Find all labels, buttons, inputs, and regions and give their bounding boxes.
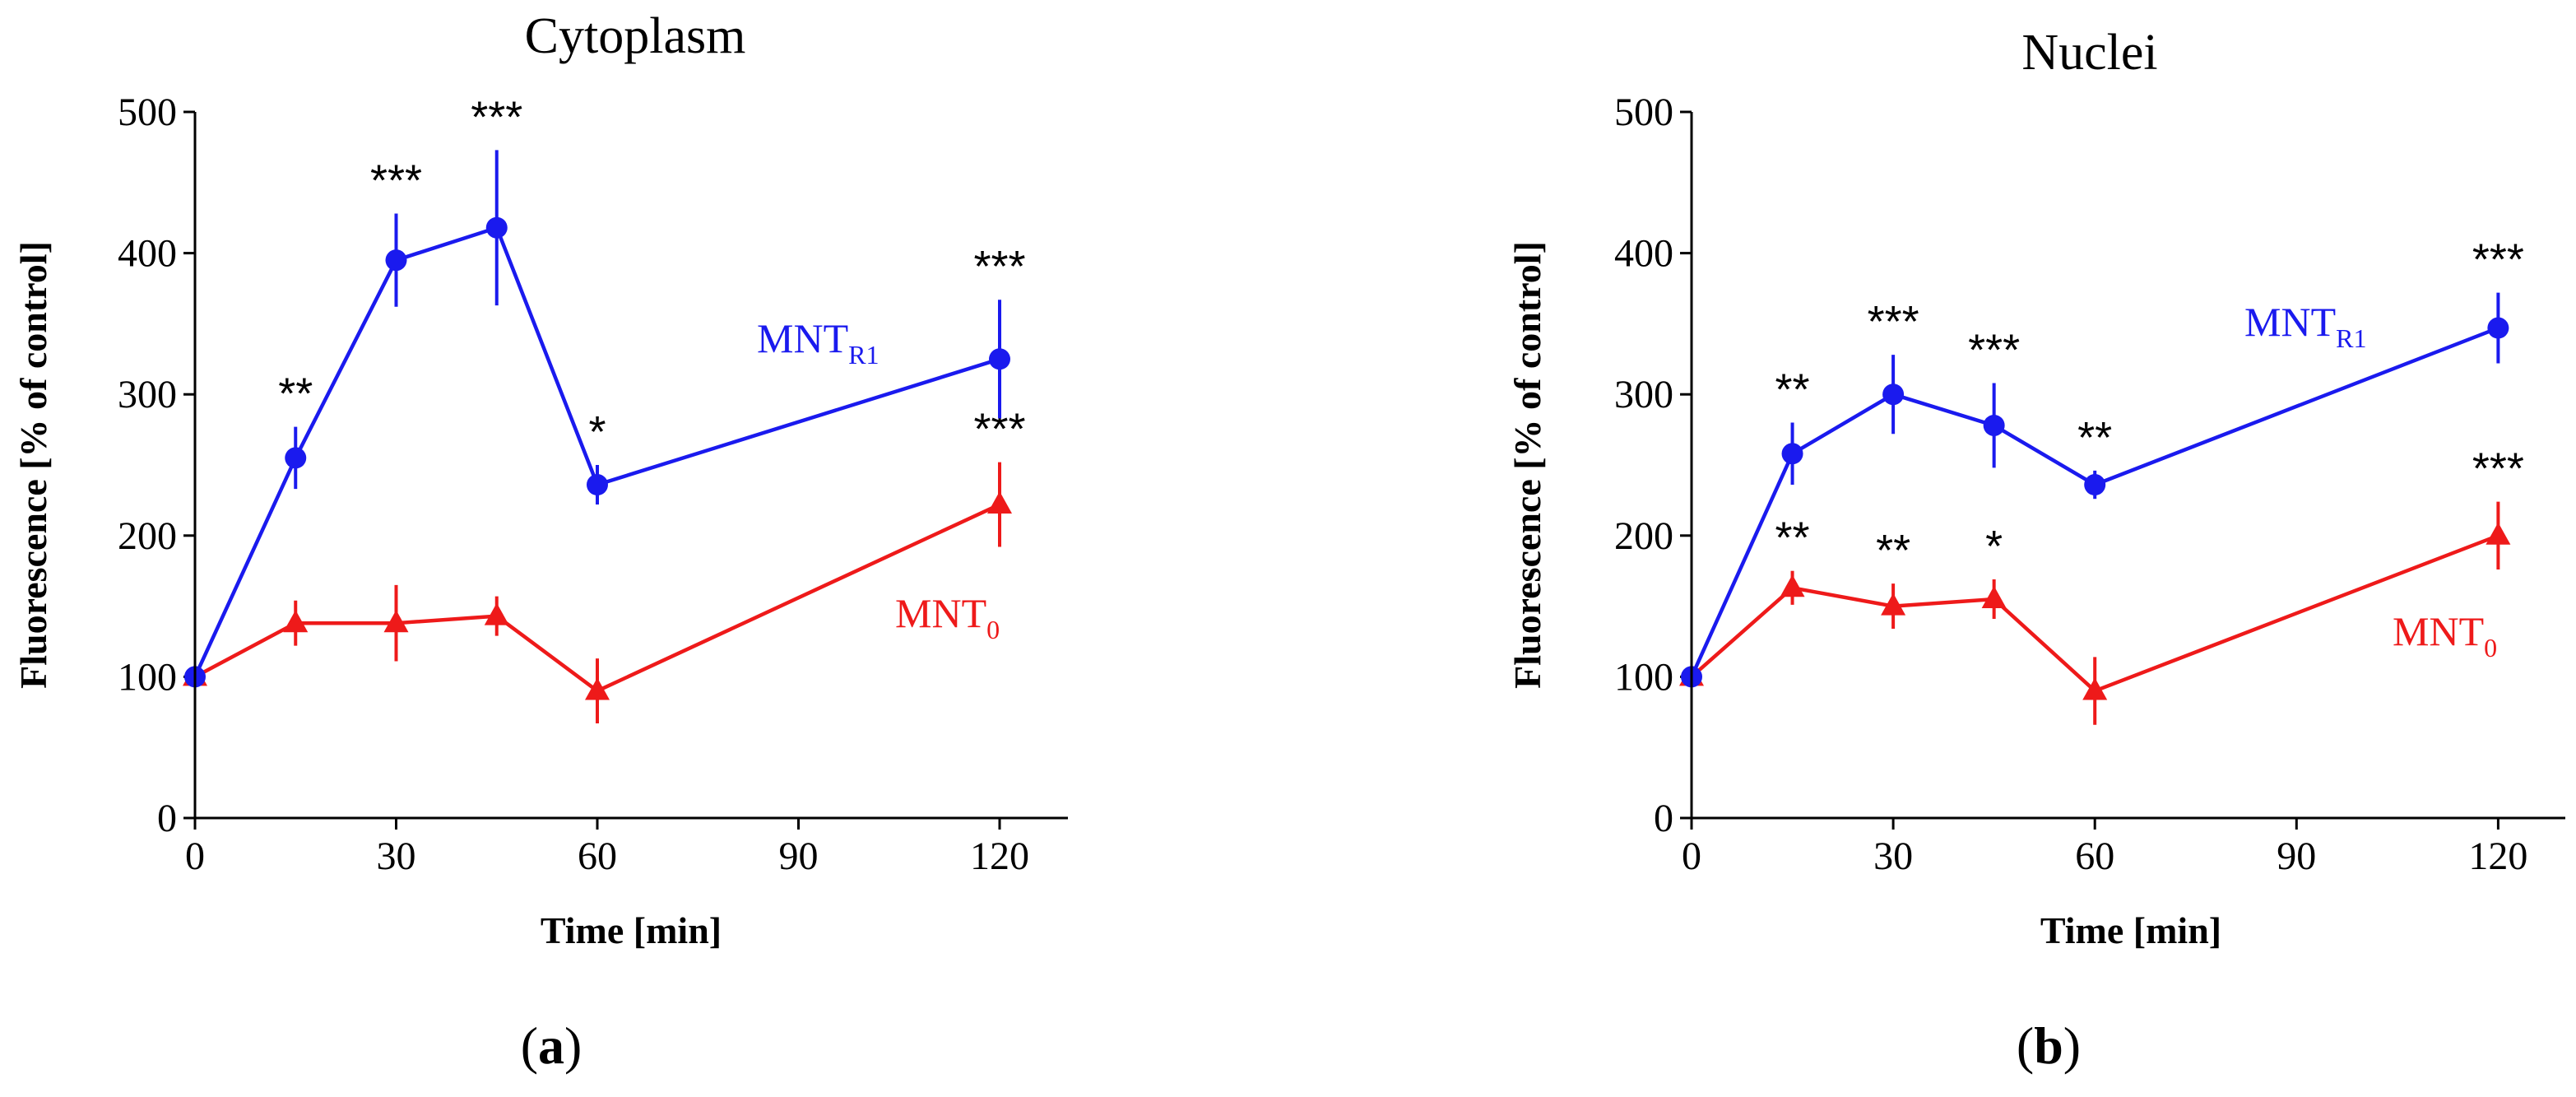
data-point <box>485 216 508 239</box>
y-tick-label: 100 <box>118 655 177 699</box>
x-tick-label: 120 <box>2468 834 2527 878</box>
data-point <box>1780 574 1805 597</box>
series-label-subscript: 0 <box>2484 633 2497 662</box>
chart-title: Cytoplasm <box>525 8 746 64</box>
x-tick-label: 60 <box>578 834 617 878</box>
series-label-mnt-r1: MNTR1 <box>757 315 879 370</box>
series-label-mnt-0: MNT0 <box>895 590 1000 644</box>
data-point <box>1881 593 1906 616</box>
significance-label: ** <box>278 370 313 419</box>
data-point <box>987 491 1012 514</box>
y-tick-label: 200 <box>118 514 177 558</box>
significance-label: *** <box>2472 444 2524 494</box>
significance-label: * <box>588 407 606 457</box>
data-point <box>1882 383 1905 406</box>
series-line <box>193 503 1000 693</box>
y-tick-label: 300 <box>118 373 177 416</box>
y-tick-label: 400 <box>1614 232 1673 276</box>
data-point <box>285 447 307 469</box>
x-tick-label: 30 <box>1873 834 1913 878</box>
panel-letter: b <box>2034 1016 2063 1075</box>
chart-title: Nuclei <box>2021 25 2157 81</box>
series-label-subscript: R1 <box>2336 323 2366 353</box>
significance-label: *** <box>370 156 422 206</box>
series-label-subscript: R1 <box>848 340 879 370</box>
data-point <box>989 348 1010 370</box>
significance-label: *** <box>471 92 522 142</box>
significance-label: *** <box>1868 297 1919 346</box>
y-tick-label: 0 <box>1654 797 1673 840</box>
series-label-name: MNT <box>757 315 848 361</box>
significance-label: * <box>1985 522 2003 571</box>
y-tick-label: 0 <box>157 797 177 840</box>
y-tick-label: 400 <box>118 232 177 276</box>
data-point <box>383 610 409 633</box>
panel-label-b: (b) <box>2017 1016 2081 1075</box>
significance-label: ** <box>1876 526 1910 575</box>
data-point <box>1781 443 1803 465</box>
significance-label: ** <box>1775 365 1810 415</box>
data-point <box>2084 474 2106 496</box>
series-label-name: MNT <box>2244 299 2336 345</box>
y-tick-label: 500 <box>118 91 177 134</box>
data-point <box>2487 317 2509 339</box>
data-point <box>2082 677 2108 700</box>
series-label-mnt-r1: MNTR1 <box>2244 299 2366 353</box>
x-axis-label: Time [min] <box>541 909 722 951</box>
series-line <box>1690 533 2499 693</box>
series-line <box>193 225 1000 678</box>
series-label-name: MNT <box>895 590 986 636</box>
data-point <box>1983 414 2005 436</box>
series-label-name: MNT <box>2393 608 2484 654</box>
series-label-mnt-0: MNT0 <box>2393 608 2497 662</box>
panel-a-cytoplasm: Cytoplasm 0 30 60 90 1200100200300400500****… <box>12 8 1068 1075</box>
y-axis-label: Fluorescence [% of control] <box>12 241 54 689</box>
x-tick-label: 90 <box>779 834 819 878</box>
x-tick-label: 0 <box>1682 834 1701 878</box>
significance-label: *** <box>1968 325 2020 374</box>
x-tick-label: 120 <box>970 834 1029 878</box>
data-point <box>2485 522 2511 545</box>
y-tick-label: 100 <box>1614 655 1673 699</box>
x-tick-label: 0 <box>185 834 205 878</box>
significance-label: ** <box>1775 514 1810 563</box>
y-tick-label: 300 <box>1614 373 1673 416</box>
y-axis-label: Fluorescence [% of control] <box>1506 241 1548 689</box>
y-tick-label: 500 <box>1614 91 1673 134</box>
x-tick-label: 30 <box>377 834 416 878</box>
y-tick-label: 200 <box>1614 514 1673 558</box>
series-line <box>1689 326 2499 678</box>
data-point <box>1981 586 2007 609</box>
significance-label: *** <box>973 242 1025 291</box>
series-label-subscript: 0 <box>986 615 1000 644</box>
x-tick-label: 60 <box>2075 834 2114 878</box>
panel-letter: a <box>538 1016 564 1075</box>
data-point <box>585 677 610 700</box>
data-point <box>283 610 309 633</box>
data-point <box>385 249 407 272</box>
data-point <box>587 474 608 496</box>
data-point <box>484 602 509 625</box>
x-tick-label: 90 <box>2277 834 2316 878</box>
significance-label: *** <box>2472 235 2524 285</box>
panel-label-a: (a) <box>521 1016 583 1075</box>
x-axis-label: Time [min] <box>2040 909 2221 951</box>
significance-label: ** <box>2077 413 2112 463</box>
